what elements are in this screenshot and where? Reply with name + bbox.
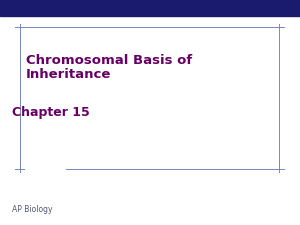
Text: AP Biology: AP Biology (12, 205, 52, 214)
Bar (0, 0, 300, 16)
Text: Chapter 15: Chapter 15 (12, 106, 90, 119)
Text: Chromosomal Basis of
Inheritance: Chromosomal Basis of Inheritance (26, 54, 192, 81)
